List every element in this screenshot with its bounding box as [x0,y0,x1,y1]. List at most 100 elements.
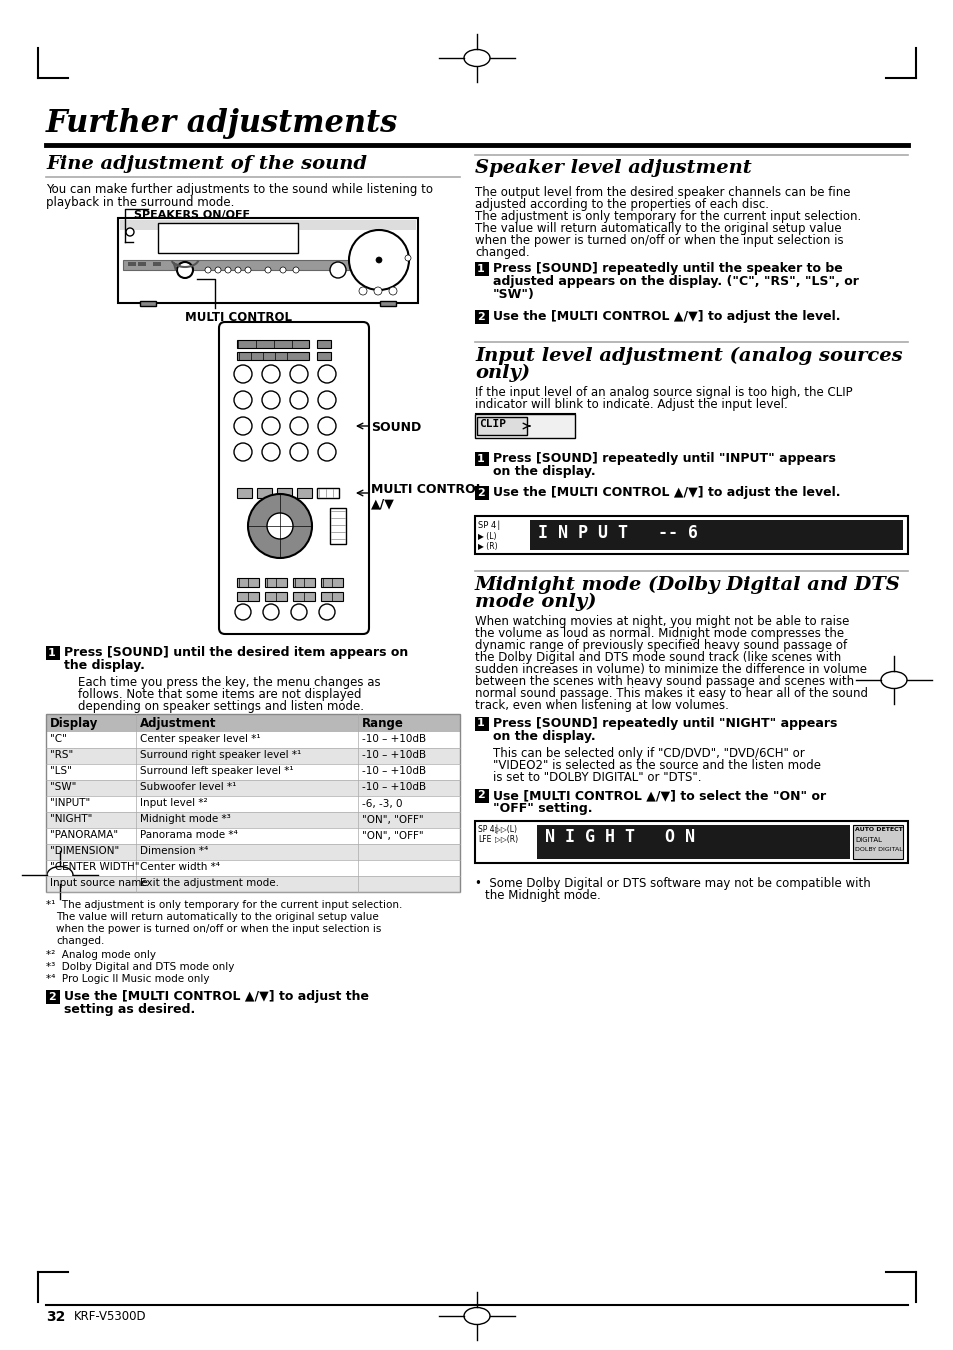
Circle shape [177,262,193,278]
Circle shape [317,443,335,460]
Bar [852,825,902,859]
Text: *⁴  Pro Logic II Music mode only: *⁴ Pro Logic II Music mode only [46,973,210,984]
Bar [236,352,309,360]
Text: I N P U T   -- 6: I N P U T -- 6 [537,524,698,541]
Text: the Dolby Digital and DTS mode sound track (like scenes with: the Dolby Digital and DTS mode sound tra… [475,651,841,664]
Text: 2: 2 [48,991,55,1002]
Text: ▷▷(L): ▷▷(L) [495,825,517,834]
Text: "C": "C" [50,734,67,744]
Text: Surround right speaker level *¹: Surround right speaker level *¹ [140,751,301,760]
Bar [46,647,60,660]
Bar [123,261,368,270]
Text: 1: 1 [476,454,484,463]
Text: 1: 1 [476,263,484,274]
Text: AUTO DETECT: AUTO DETECT [854,828,902,832]
Text: Display: Display [50,717,98,730]
Text: LFE: LFE [477,836,491,844]
Bar [276,487,292,498]
Circle shape [358,288,367,296]
Text: "RS": "RS" [50,751,73,760]
Text: Adjustment: Adjustment [140,717,216,730]
Text: "LS": "LS" [50,767,71,776]
Text: 1: 1 [48,648,55,657]
Circle shape [265,267,271,273]
Text: 2: 2 [476,312,484,321]
Bar [353,262,365,266]
Text: *²  Analog mode only: *² Analog mode only [46,950,156,960]
Bar [46,780,459,796]
Bar [530,520,902,549]
Text: when the power is turned on/off or when the input selection is: when the power is turned on/off or when … [475,234,842,247]
Bar [296,487,312,498]
Circle shape [405,255,411,261]
Text: The value will return automatically to the original setup value: The value will return automatically to t… [56,913,378,922]
Bar [256,487,272,498]
Circle shape [374,288,381,296]
Circle shape [248,494,312,558]
Bar [293,593,314,601]
Circle shape [317,392,335,409]
Circle shape [234,603,251,620]
Text: mode only): mode only) [475,593,596,612]
Text: When watching movies at night, you might not be able to raise: When watching movies at night, you might… [475,616,848,628]
Text: changed.: changed. [56,936,104,946]
Circle shape [263,603,278,620]
Text: the display.: the display. [64,659,145,672]
Text: *³  Dolby Digital and DTS mode only: *³ Dolby Digital and DTS mode only [46,963,234,972]
Text: playback in the surround mode.: playback in the surround mode. [46,196,234,209]
Text: Midnight mode (Dolby Digital and DTS: Midnight mode (Dolby Digital and DTS [475,576,900,594]
Bar [152,262,161,266]
Bar [46,876,459,892]
Bar [128,262,136,266]
Bar [475,310,489,324]
Text: the volume as loud as normal. Midnight mode compresses the: the volume as loud as normal. Midnight m… [475,626,843,640]
Text: only): only) [475,364,530,382]
Text: •  Some Dolby Digital or DTS software may not be compatible with: • Some Dolby Digital or DTS software may… [475,878,870,890]
Text: 32: 32 [46,1310,66,1324]
Text: ▶ (L): ▶ (L) [477,532,496,541]
Text: Press [SOUND] repeatedly until "NIGHT" appears: Press [SOUND] repeatedly until "NIGHT" a… [493,717,837,730]
Text: KRF-V5300D: KRF-V5300D [74,1310,147,1323]
Circle shape [225,267,231,273]
Bar [265,593,287,601]
Text: The adjustment is only temporary for the current input selection.: The adjustment is only temporary for the… [475,211,861,223]
Text: on the display.: on the display. [493,730,595,742]
Circle shape [290,443,308,460]
Text: "DIMENSION": "DIMENSION" [50,846,119,856]
Bar [475,516,907,554]
Text: indicator will blink to indicate. Adjust the input level.: indicator will blink to indicate. Adjust… [475,398,787,410]
Bar [265,578,287,587]
Text: Further adjustments: Further adjustments [46,108,397,139]
Text: Each time you press the key, the menu changes as: Each time you press the key, the menu ch… [78,676,380,688]
Bar [320,578,343,587]
Text: on the display.: on the display. [493,464,595,478]
Text: SOUND: SOUND [371,421,421,433]
Circle shape [214,267,221,273]
Bar [236,487,252,498]
Text: Input level adjustment (analog sources: Input level adjustment (analog sources [475,347,902,366]
Text: Exit the adjustment mode.: Exit the adjustment mode. [140,879,278,888]
Bar [236,340,309,348]
Bar [46,714,459,892]
Circle shape [245,267,251,273]
Text: between the scenes with heavy sound passage and scenes with: between the scenes with heavy sound pass… [475,675,853,688]
Text: Center width *⁴: Center width *⁴ [140,863,220,872]
Text: Surround left speaker level *¹: Surround left speaker level *¹ [140,767,294,776]
Text: 1: 1 [476,718,484,729]
Text: If the input level of an analog source signal is too high, the CLIP: If the input level of an analog source s… [475,386,852,400]
Circle shape [291,603,307,620]
Circle shape [290,392,308,409]
Circle shape [233,364,252,383]
Text: Dimension *⁴: Dimension *⁴ [140,846,208,856]
Bar [46,990,60,1004]
Text: Panorama mode *⁴: Panorama mode *⁴ [140,830,237,841]
Bar [316,487,338,498]
Bar [316,340,331,348]
Circle shape [233,392,252,409]
Text: SP 4│: SP 4│ [477,520,500,529]
Text: -6, -3, 0: -6, -3, 0 [361,798,402,809]
Bar [236,578,258,587]
Text: setting as desired.: setting as desired. [64,1003,195,1017]
Text: ▲/▼: ▲/▼ [371,497,395,510]
Bar [316,352,331,360]
